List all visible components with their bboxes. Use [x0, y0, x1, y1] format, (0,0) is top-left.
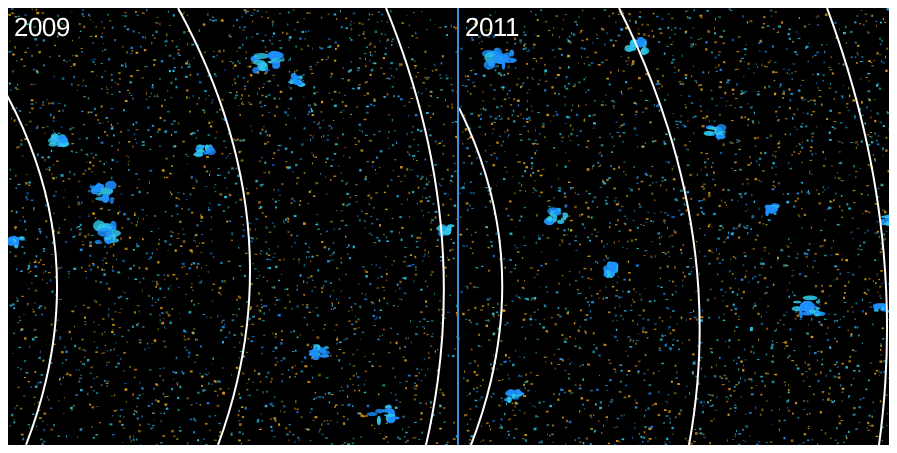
panel-left: 2009	[8, 8, 457, 445]
comparison-image: 2009 2011	[8, 8, 889, 445]
panel-right: 2011	[459, 8, 889, 445]
right-arcs	[459, 8, 889, 445]
left-speckles	[8, 8, 457, 445]
right-magnetogram	[459, 8, 889, 445]
right-arc-1	[459, 107, 504, 445]
left-arcs	[8, 8, 445, 445]
left-arc-2	[177, 8, 251, 445]
year-label-left: 2009	[14, 12, 70, 42]
left-magnetogram	[8, 8, 457, 445]
right-speckles	[459, 8, 889, 445]
panel-divider	[457, 8, 459, 445]
year-label-right: 2011	[465, 12, 519, 42]
left-arc-3	[385, 8, 445, 445]
right-arc-3	[826, 8, 889, 445]
right-arc-2	[618, 8, 701, 445]
left-arc-1	[8, 95, 58, 445]
